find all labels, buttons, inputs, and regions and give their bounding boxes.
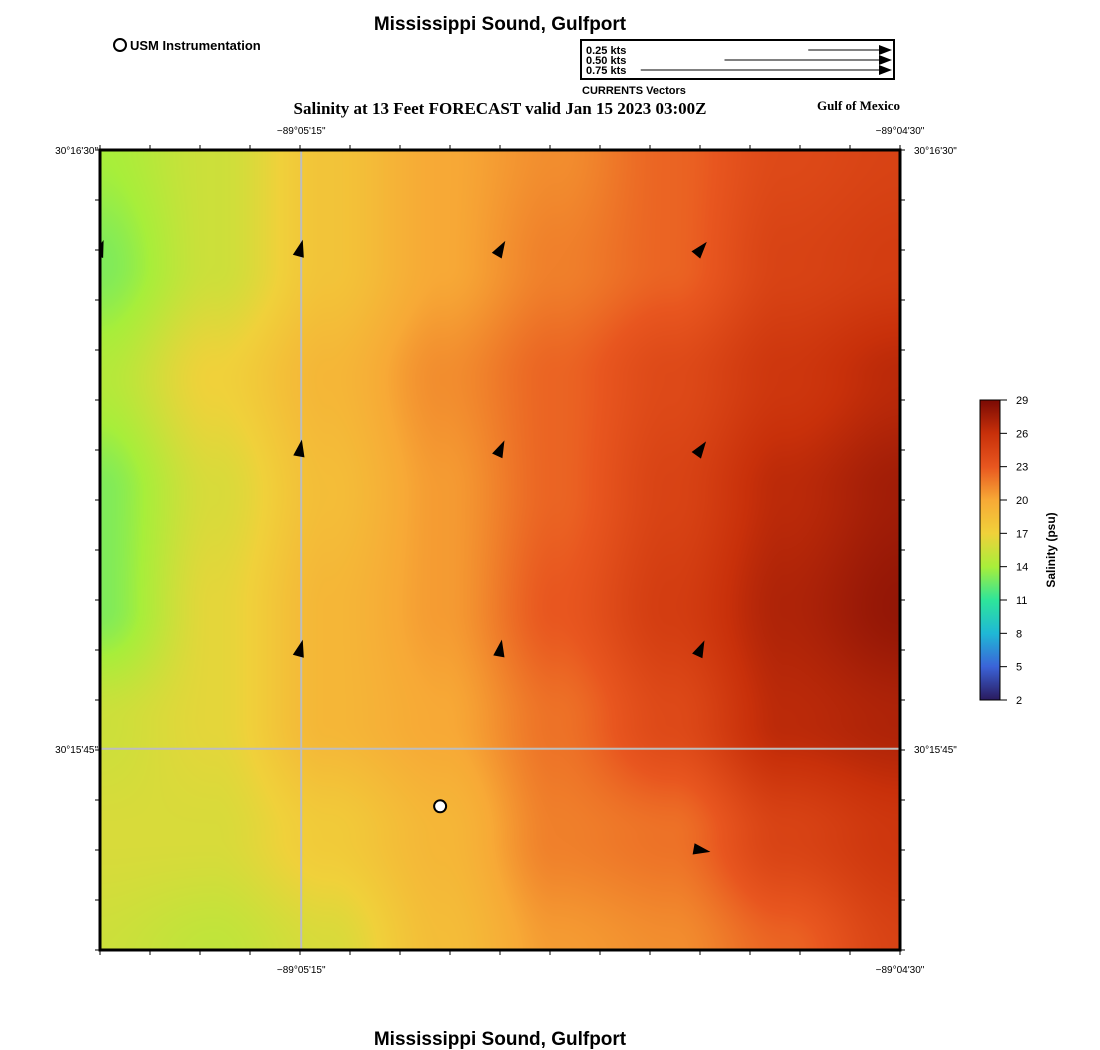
vector-scale-label: 0.75 kts (586, 65, 626, 77)
longitude-tick-label: −89°04'30" (876, 126, 925, 137)
usm-instrument-station-icon[interactable] (433, 799, 448, 814)
colorbar-tick-label: 20 (1016, 495, 1028, 507)
current-vector-arrow (492, 440, 505, 459)
footer-title: Mississippi Sound, Gulfport (374, 1029, 627, 1050)
region-label: Gulf of Mexico (817, 98, 900, 113)
salinity-heatmap (100, 150, 900, 950)
colorbar-tick-label: 2 (1016, 695, 1022, 707)
vector-scale-arrowhead-icon (879, 45, 892, 55)
latitude-tick-label: 30°16'30" (914, 146, 957, 157)
current-vector-arrow (292, 639, 304, 658)
longitude-tick-label: −89°05'15" (277, 126, 326, 137)
latitude-tick-label: 30°15'45" (914, 745, 957, 756)
current-vector-arrow (292, 239, 304, 258)
colorbar-tick-label: 23 (1016, 462, 1028, 474)
current-vector-arrow (691, 241, 707, 259)
salinity-map: −89°05'15" −89°05'15" −89°04'30" −89°04'30"… (55, 126, 957, 976)
current-vector-arrow (491, 240, 506, 259)
vector-scale-label: 0.25 kts (586, 45, 626, 57)
map-subtitle: Salinity at 13 Feet FORECAST valid Jan 1… (294, 99, 707, 118)
colorbar-tick-label: 5 (1016, 662, 1022, 674)
instrument-legend: USM Instrumentation (113, 38, 261, 53)
colorbar-ramp (979, 399, 1001, 701)
longitude-tick-label: −89°04'30" (876, 965, 925, 976)
vector-scale-caption: CURRENTS Vectors (582, 85, 686, 97)
current-vector-arrow (493, 639, 505, 658)
vector-scale-label: 0.50 kts (586, 55, 626, 67)
colorbar-label: Salinity (psu) (1044, 512, 1058, 587)
longitude-tick-label: −89°05'15" (277, 965, 326, 976)
current-vector-arrow (691, 441, 707, 459)
colorbar-tick-label: 17 (1016, 528, 1028, 540)
instrument-legend-circle-icon (113, 38, 127, 52)
map-title: Mississippi Sound, Gulfport (374, 14, 627, 35)
colorbar-tick-label: 29 (1016, 395, 1028, 407)
vector-scale-arrowhead-icon (879, 65, 892, 75)
colorbar-tick-label: 26 (1016, 428, 1028, 440)
salinity-colorbar: 2 5 8 11 14 17 20 23 26 29 Salinity (psu) (979, 395, 1058, 707)
colorbar-tick-label: 14 (1016, 562, 1028, 574)
colorbar-tick-label: 11 (1016, 595, 1027, 607)
latitude-tick-label: 30°15'45" (55, 745, 98, 756)
current-vector-arrow (692, 640, 705, 659)
map-axis-labels: −89°05'15" −89°05'15" −89°04'30" −89°04'30"… (55, 126, 957, 976)
latitude-tick-label: 30°16'30" (55, 146, 98, 157)
current-vector-arrow (692, 843, 711, 855)
map-frame-ticks (95, 145, 905, 955)
vector-scale-arrowhead-icon (879, 55, 892, 65)
current-vector-arrow (293, 439, 305, 458)
colorbar-tick-label: 8 (1016, 628, 1022, 640)
instrument-legend-label: USM Instrumentation (130, 38, 261, 53)
